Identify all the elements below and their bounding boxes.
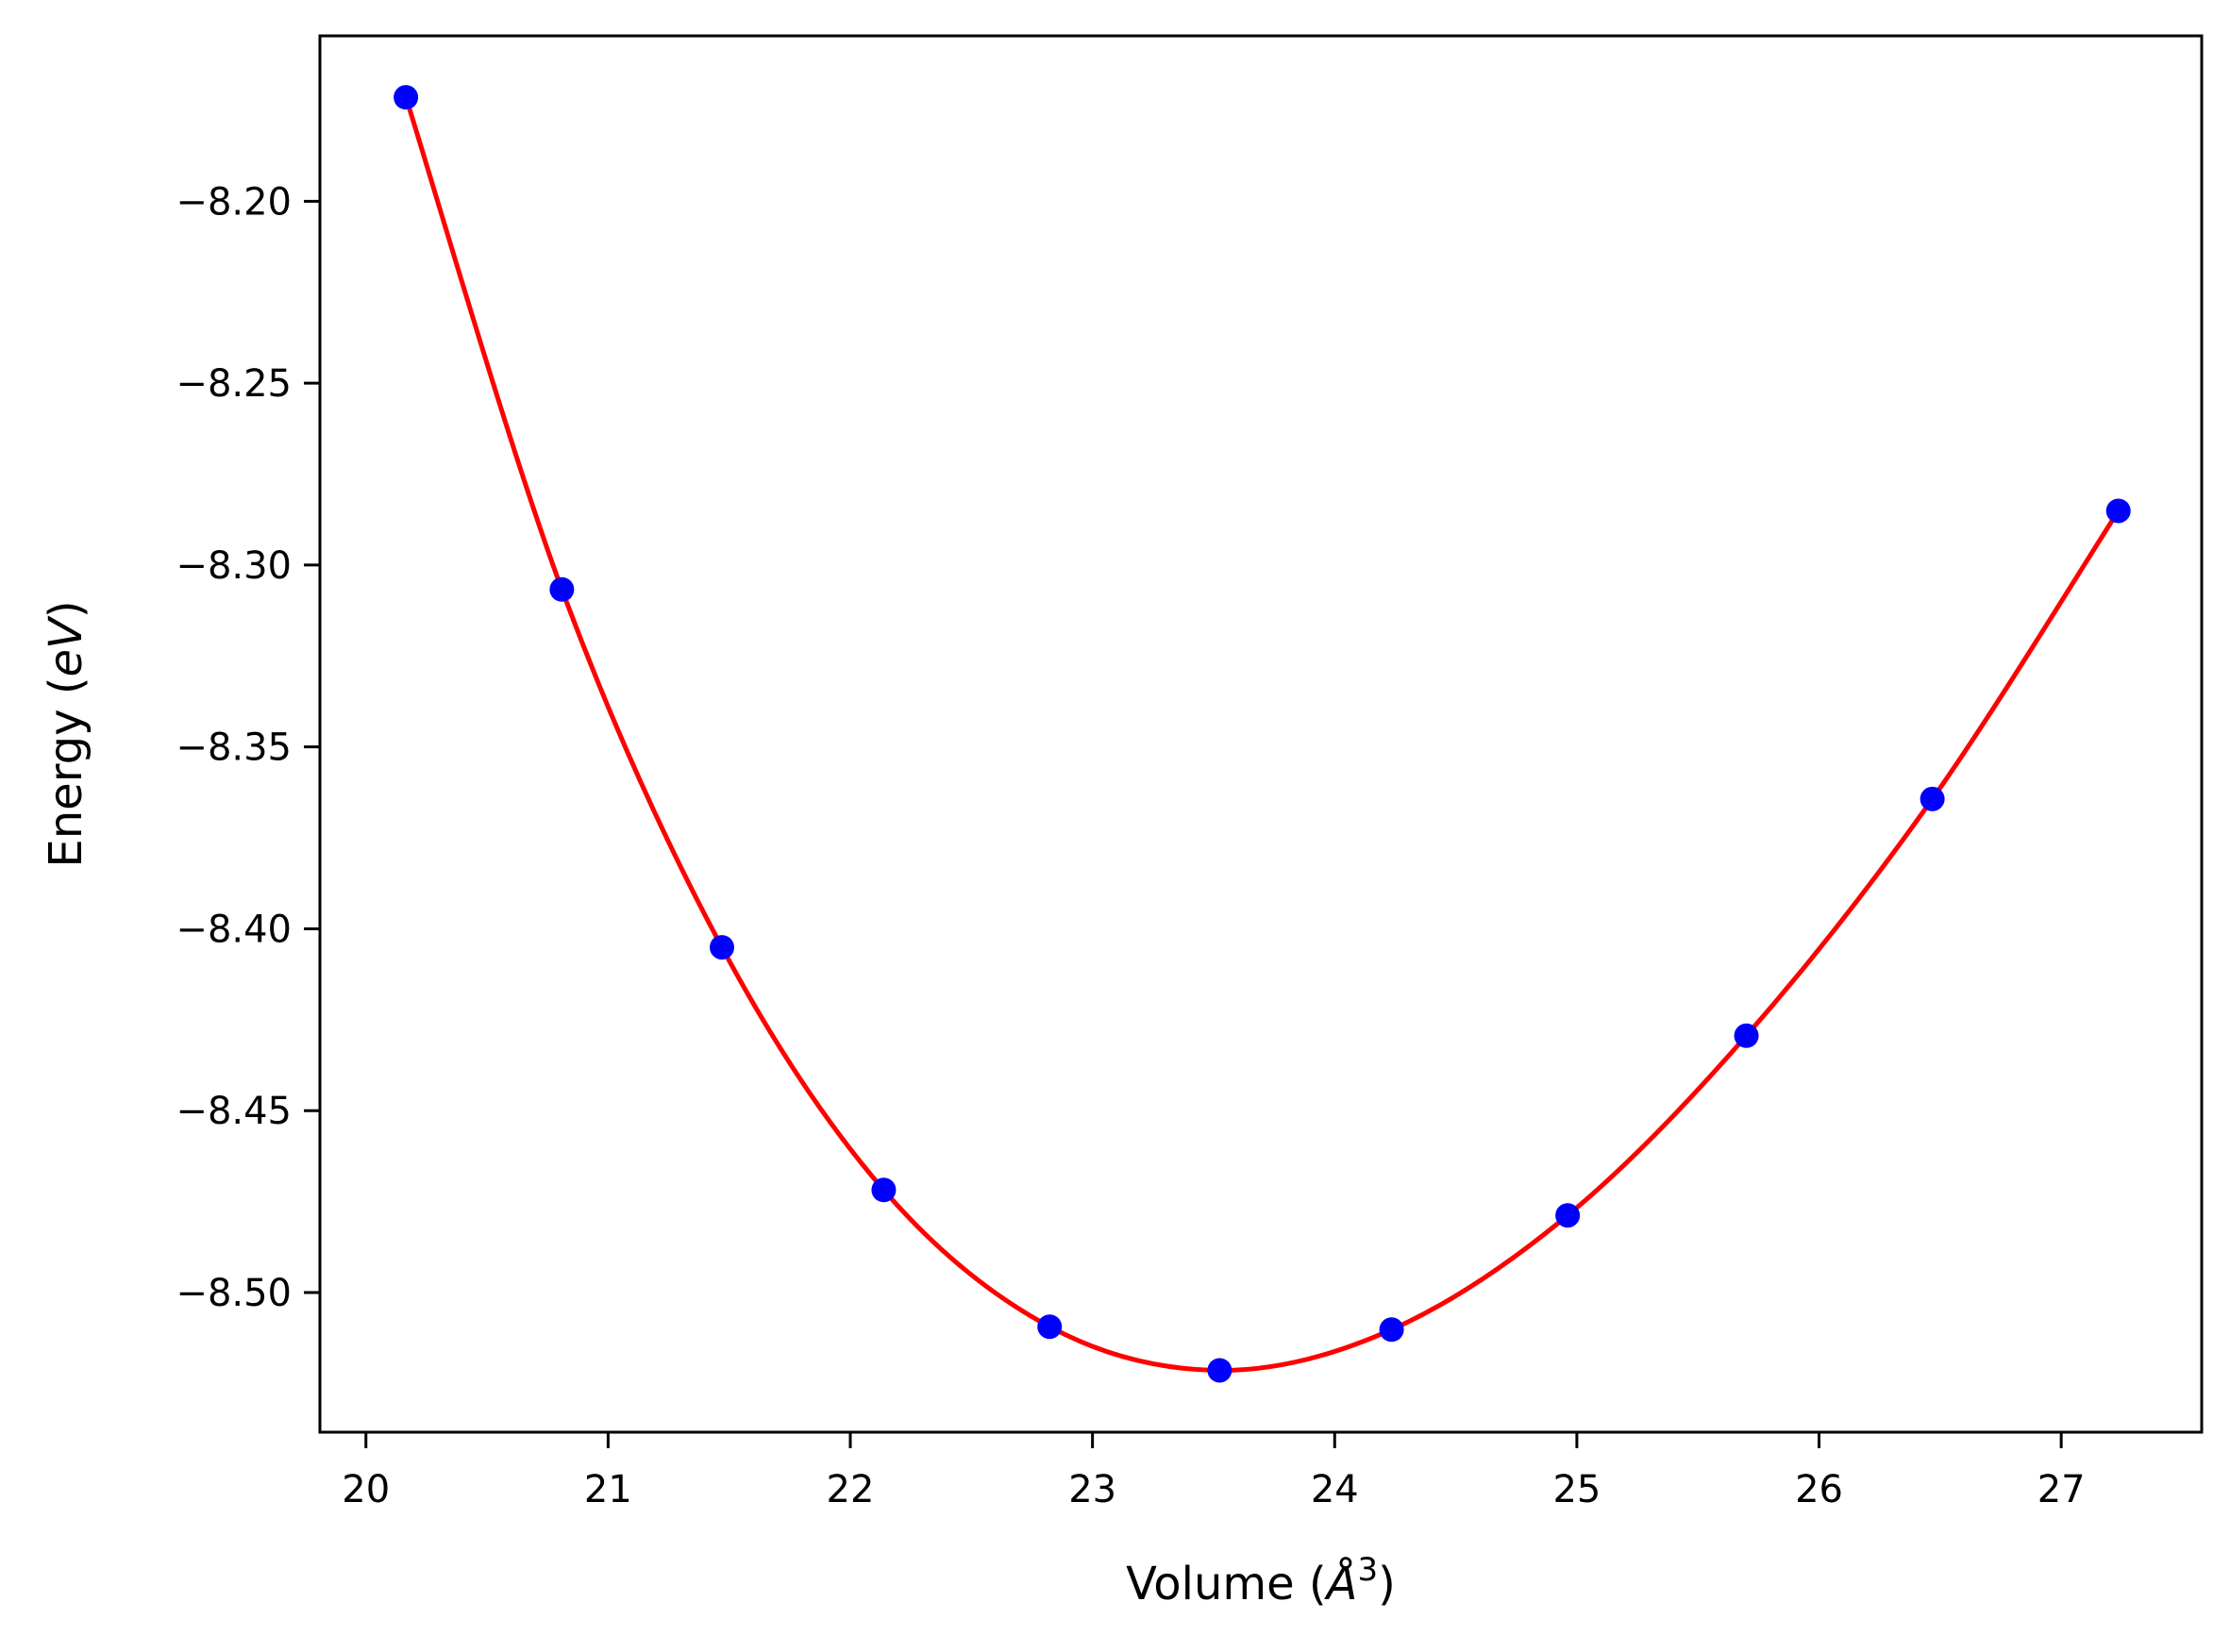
x-tick-label: 26 <box>1795 1468 1843 1511</box>
data-point <box>2105 498 2131 524</box>
x-tick-label: 21 <box>584 1468 632 1511</box>
x-tick-label: 23 <box>1068 1468 1116 1511</box>
x-tick-label: 27 <box>2037 1468 2086 1511</box>
x-tick-label: 20 <box>342 1468 390 1511</box>
data-point <box>1379 1317 1404 1343</box>
y-tick-label: −8.50 <box>176 1272 292 1315</box>
x-tick-label: 24 <box>1311 1468 1359 1511</box>
x-tick-label: 22 <box>827 1468 875 1511</box>
y-tick-label: −8.35 <box>176 726 292 770</box>
data-point <box>1037 1314 1063 1340</box>
data-point <box>394 85 419 110</box>
y-axis-label: Energy (eV) <box>40 600 92 867</box>
data-point <box>1207 1358 1232 1383</box>
data-point <box>710 935 735 960</box>
x-axis-label: Volume (Å3) <box>1126 1551 1396 1610</box>
data-point <box>1555 1203 1581 1228</box>
y-tick-label: −8.45 <box>176 1090 292 1133</box>
data-point <box>549 576 575 602</box>
data-point <box>1734 1023 1759 1048</box>
y-tick-label: −8.25 <box>176 362 292 406</box>
y-tick-label: −8.40 <box>176 908 292 951</box>
y-tick-label: −8.20 <box>176 180 292 224</box>
fit-curve <box>403 96 2121 1373</box>
data-point <box>1920 786 1945 811</box>
x-tick-label: 25 <box>1552 1468 1601 1511</box>
y-tick-label: −8.30 <box>176 544 292 588</box>
axes-frame <box>318 34 2204 1434</box>
data-point <box>871 1177 897 1203</box>
